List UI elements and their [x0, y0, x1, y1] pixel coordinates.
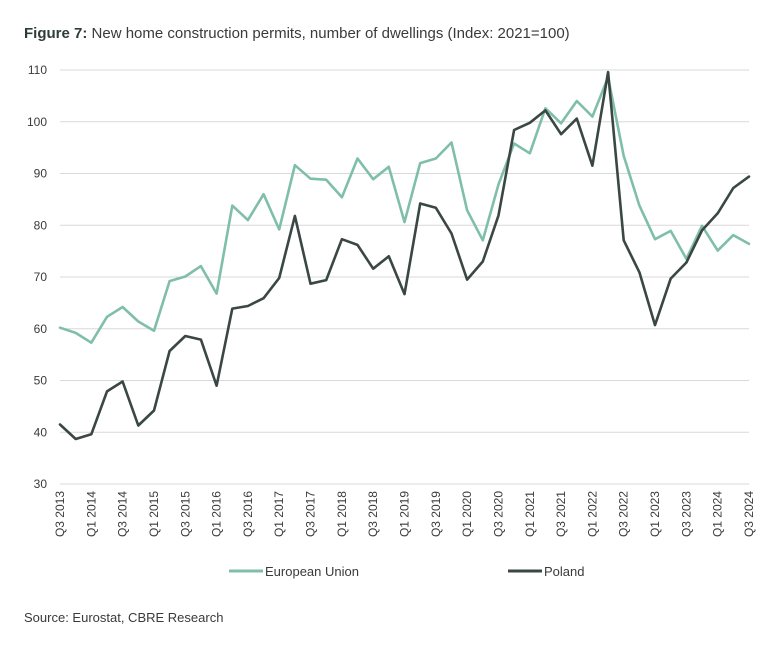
x-tick-label: Q3 2024: [742, 491, 756, 537]
x-tick-label: Q3 2017: [304, 491, 318, 537]
source-note: Source: Eurostat, CBRE Research: [24, 610, 224, 625]
y-tick-label: 80: [34, 218, 48, 232]
legend-label-poland: Poland: [544, 564, 584, 579]
x-tick-label: Q3 2016: [241, 491, 255, 537]
x-tick-label: Q3 2023: [679, 491, 693, 537]
x-tick-label: Q1 2014: [84, 491, 98, 537]
x-tick-label: Q1 2022: [585, 491, 599, 537]
x-tick-label: Q3 2021: [554, 491, 568, 537]
x-tick-label: Q1 2018: [335, 491, 349, 537]
series-line-poland: [58, 70, 751, 441]
x-tick-label: Q3 2019: [429, 491, 443, 537]
y-tick-label: 40: [34, 425, 48, 439]
title-text: New home construction permits, number of…: [91, 25, 570, 42]
x-tick-label: Q3 2022: [617, 491, 631, 537]
x-tick-label: Q1 2021: [523, 491, 537, 537]
figure-number: Figure 7:: [24, 25, 88, 42]
gridlines: [60, 69, 749, 485]
chart-title: Figure 7: New home construction permits,…: [24, 25, 570, 42]
y-tick-label: 90: [34, 167, 48, 181]
y-tick-label: 60: [34, 322, 48, 336]
x-tick-label: Q3 2015: [178, 491, 192, 537]
y-axis-ticks: 30 40 50 60 70 80 90 100 110: [27, 63, 47, 491]
x-tick-label: Q1 2024: [711, 491, 725, 537]
y-tick-label: 30: [34, 477, 48, 491]
x-tick-label: Q3 2018: [366, 491, 380, 537]
series-lines: [58, 70, 751, 441]
y-tick-label: 70: [34, 270, 48, 284]
legend: European Union Poland: [229, 564, 584, 579]
x-tick-label: Q1 2017: [272, 491, 286, 537]
x-tick-label: Q1 2015: [147, 491, 161, 537]
y-tick-label: 50: [34, 374, 48, 388]
x-tick-label: Q1 2019: [398, 491, 412, 537]
x-tick-label: Q3 2020: [491, 491, 505, 537]
x-tick-label: Q1 2016: [210, 491, 224, 537]
x-tick-label: Q3 2014: [116, 491, 130, 537]
series-line-european-union: [58, 75, 751, 345]
x-tick-label: Q1 2020: [460, 491, 474, 537]
legend-label-european-union: European Union: [265, 564, 359, 579]
x-tick-label: Q1 2023: [648, 491, 662, 537]
y-tick-label: 110: [28, 63, 47, 77]
y-tick-label: 100: [27, 115, 47, 129]
x-axis-ticks: Q3 2013 Q1 2014 Q3 2014 Q1 2015 Q3 2015 Q1 20…: [53, 491, 756, 537]
x-tick-label: Q3 2013: [53, 491, 67, 537]
